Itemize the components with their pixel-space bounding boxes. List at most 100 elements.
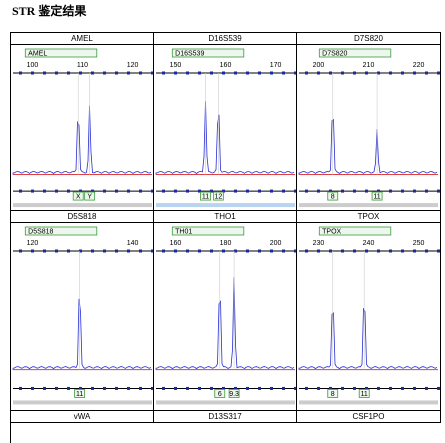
allele-marker (234, 386, 237, 390)
scale-marker (329, 249, 332, 253)
scale-label: 200 (270, 240, 282, 247)
allele-label: 11 (202, 194, 209, 201)
scale-label: 220 (413, 62, 425, 69)
allele-box (214, 389, 226, 398)
allele-marker (413, 386, 416, 390)
allele-label: 8 (331, 194, 335, 201)
scale-marker (258, 71, 261, 75)
allele-marker (210, 189, 213, 193)
scale-marker (127, 71, 130, 75)
allele-box (228, 389, 240, 398)
panel-cell: D5S818 120 140 11 (11, 223, 154, 411)
scale-marker (401, 71, 404, 75)
locus-header: D7S820 (297, 33, 441, 45)
scale-marker (234, 71, 237, 75)
scale-marker (425, 249, 428, 253)
allele-box (327, 191, 339, 201)
scale-marker (437, 71, 440, 75)
allele-marker (115, 189, 118, 193)
allele-marker (377, 386, 380, 390)
scale-marker (210, 249, 213, 253)
allele-marker (353, 386, 356, 390)
allele-marker (329, 189, 332, 193)
scale-marker (389, 71, 392, 75)
panel-cell: AMEL 100 110 120 X Y (11, 45, 154, 211)
scale-marker (365, 71, 368, 75)
scale-label: 210 (363, 62, 375, 69)
allele-marker (79, 189, 82, 193)
marker-label: TH01 (175, 229, 192, 236)
allele-marker (437, 386, 440, 390)
allele-marker (67, 189, 70, 193)
scale-label: 170 (270, 62, 282, 69)
scale-marker (294, 249, 296, 253)
scale-marker (246, 71, 249, 75)
allele-marker (234, 189, 237, 193)
scale-marker (162, 249, 165, 253)
allele-box (212, 191, 224, 201)
allele-marker (377, 189, 380, 193)
trace (298, 118, 438, 175)
allele-marker (365, 386, 368, 390)
scale-marker (341, 71, 344, 75)
allele-marker (55, 386, 58, 390)
electropherogram: TH01 160 180 200 6 9.3 (155, 226, 296, 405)
allele-box (200, 191, 211, 201)
allele-box (74, 389, 86, 398)
trace (155, 277, 295, 370)
allele-label: 12 (214, 194, 222, 201)
scale-marker (19, 249, 22, 253)
locus-header: CSF1PO (297, 411, 441, 423)
marker-label: D16S539 (175, 51, 204, 58)
allele-marker (43, 189, 46, 193)
panel-cell: D7S820 200 210 220 8 11 (297, 45, 441, 211)
allele-marker (174, 189, 177, 193)
scale-marker (67, 249, 70, 253)
result-table: AMEL D16S539 D7S820 AMEL 100 110 120 X Y D16S539 1… (10, 32, 441, 443)
scale-marker (115, 249, 118, 253)
scale-marker (377, 71, 380, 75)
locus-header: D13S317 (154, 411, 297, 423)
allele-label: 11 (373, 194, 380, 201)
scale-label: 110 (77, 62, 88, 69)
lower-bar (299, 400, 438, 405)
scale-marker (151, 249, 153, 253)
scale-marker (31, 249, 34, 253)
allele-label: 11 (361, 391, 368, 398)
scale-marker (198, 71, 201, 75)
marker-box (318, 48, 392, 58)
allele-marker (246, 386, 249, 390)
scale-marker (425, 71, 428, 75)
scale-marker (115, 71, 118, 75)
panel-cell: TPOX 230 240 250 8 11 (297, 223, 441, 411)
scale-marker (413, 71, 416, 75)
allele-box (72, 191, 84, 201)
allele-marker (425, 189, 428, 193)
allele-marker (162, 386, 165, 390)
scale-label: 240 (363, 240, 375, 247)
scale-marker (55, 249, 58, 253)
scale-label: 140 (127, 240, 139, 247)
allele-marker (127, 189, 130, 193)
lower-bar (156, 203, 295, 208)
allele-marker (401, 189, 404, 193)
marker-label: TPOX (322, 229, 341, 236)
scale-marker (270, 71, 273, 75)
scale-marker (210, 71, 213, 75)
scale-marker (282, 249, 285, 253)
allele-marker (151, 386, 153, 390)
scale-marker (91, 249, 94, 253)
scale-marker (103, 71, 106, 75)
allele-marker (282, 189, 285, 193)
trace (12, 298, 152, 370)
allele-marker (103, 386, 106, 390)
allele-box (327, 389, 339, 398)
allele-label: 11 (76, 391, 83, 398)
allele-marker (210, 386, 213, 390)
marker-label: AMEL (28, 51, 47, 58)
allele-marker (174, 386, 177, 390)
page: STR 鉴定结果 AMEL D16S539 D7S820 AMEL 100 110 120 X… (10, 4, 441, 443)
scale-marker (67, 71, 70, 75)
allele-marker (341, 189, 344, 193)
allele-marker (43, 386, 46, 390)
